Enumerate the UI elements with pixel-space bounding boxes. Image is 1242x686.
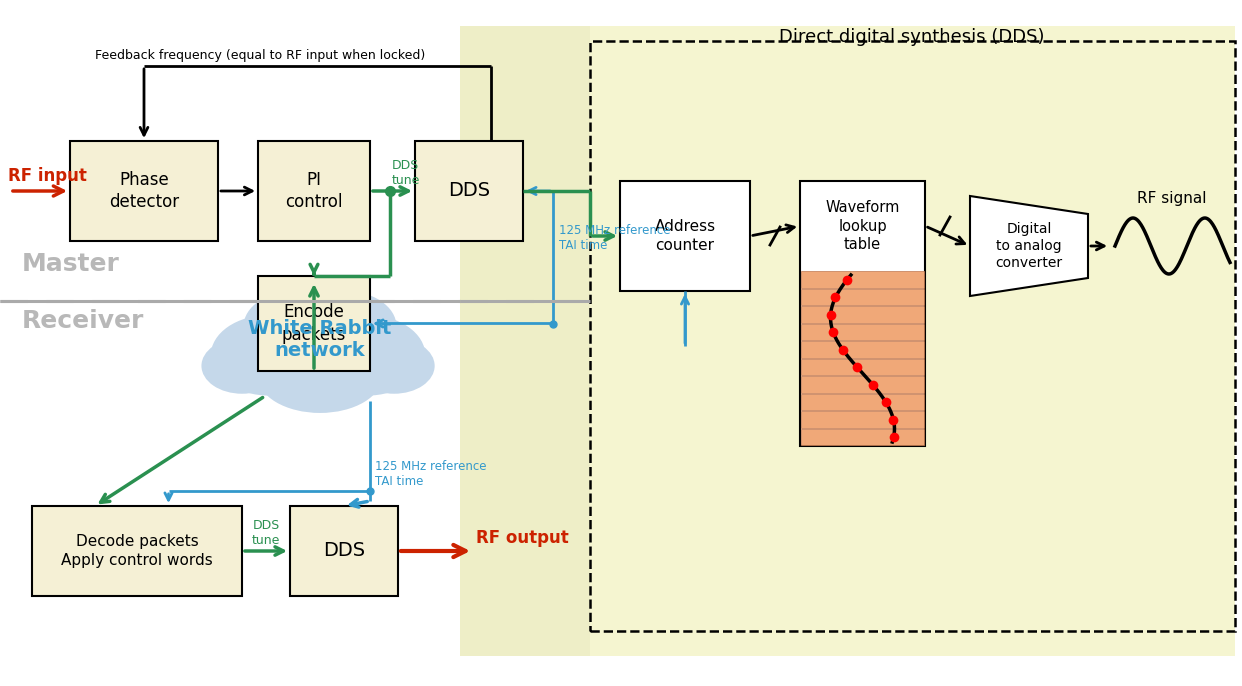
Polygon shape <box>970 196 1088 296</box>
Text: Direct digital synthesis (DDS): Direct digital synthesis (DDS) <box>779 28 1045 46</box>
FancyBboxPatch shape <box>415 141 523 241</box>
FancyBboxPatch shape <box>289 506 397 596</box>
Ellipse shape <box>201 338 283 394</box>
Text: DDS
tune: DDS tune <box>252 519 281 547</box>
Text: Master: Master <box>22 252 120 276</box>
Bar <box>801 271 924 287</box>
Text: Waveform
lookup
table: Waveform lookup table <box>826 200 899 252</box>
Text: Encode
packets: Encode packets <box>282 303 347 344</box>
Text: DDS
tune: DDS tune <box>392 159 420 187</box>
Text: Address
counter: Address counter <box>655 220 715 253</box>
Text: Decode packets
Apply control words: Decode packets Apply control words <box>61 534 212 568</box>
Polygon shape <box>460 26 1235 656</box>
FancyBboxPatch shape <box>800 181 925 446</box>
FancyBboxPatch shape <box>258 141 370 241</box>
Text: White Rabbit
network: White Rabbit network <box>248 320 391 361</box>
Ellipse shape <box>243 290 353 362</box>
Text: DDS: DDS <box>323 541 365 560</box>
Bar <box>801 429 924 445</box>
Bar <box>801 341 924 357</box>
FancyBboxPatch shape <box>32 506 242 596</box>
FancyBboxPatch shape <box>258 276 370 371</box>
Text: Digital
to analog
converter: Digital to analog converter <box>995 222 1063 270</box>
FancyBboxPatch shape <box>70 141 219 241</box>
Text: 125 MHz reference
TAI time: 125 MHz reference TAI time <box>559 224 671 252</box>
Bar <box>801 324 924 340</box>
Text: PI
control: PI control <box>286 171 343 211</box>
FancyBboxPatch shape <box>620 181 750 291</box>
Text: DDS: DDS <box>448 182 491 200</box>
Ellipse shape <box>287 290 396 362</box>
Ellipse shape <box>242 294 397 399</box>
Ellipse shape <box>308 315 425 396</box>
Text: Phase
detector: Phase detector <box>109 171 179 211</box>
Text: 125 MHz reference
TAI time: 125 MHz reference TAI time <box>375 460 487 488</box>
Text: RF output: RF output <box>476 529 569 547</box>
Text: Feedback frequency (equal to RF input when locked): Feedback frequency (equal to RF input wh… <box>94 49 425 62</box>
Ellipse shape <box>211 315 328 396</box>
Ellipse shape <box>257 339 383 413</box>
Bar <box>801 376 924 392</box>
Bar <box>801 289 924 305</box>
Text: RF input: RF input <box>7 167 87 185</box>
Polygon shape <box>460 26 590 656</box>
Bar <box>801 306 924 322</box>
Bar <box>801 411 924 427</box>
Bar <box>801 359 924 375</box>
Text: RF signal: RF signal <box>1138 191 1207 206</box>
Ellipse shape <box>354 338 435 394</box>
Bar <box>801 394 924 410</box>
Text: Receiver: Receiver <box>22 309 144 333</box>
